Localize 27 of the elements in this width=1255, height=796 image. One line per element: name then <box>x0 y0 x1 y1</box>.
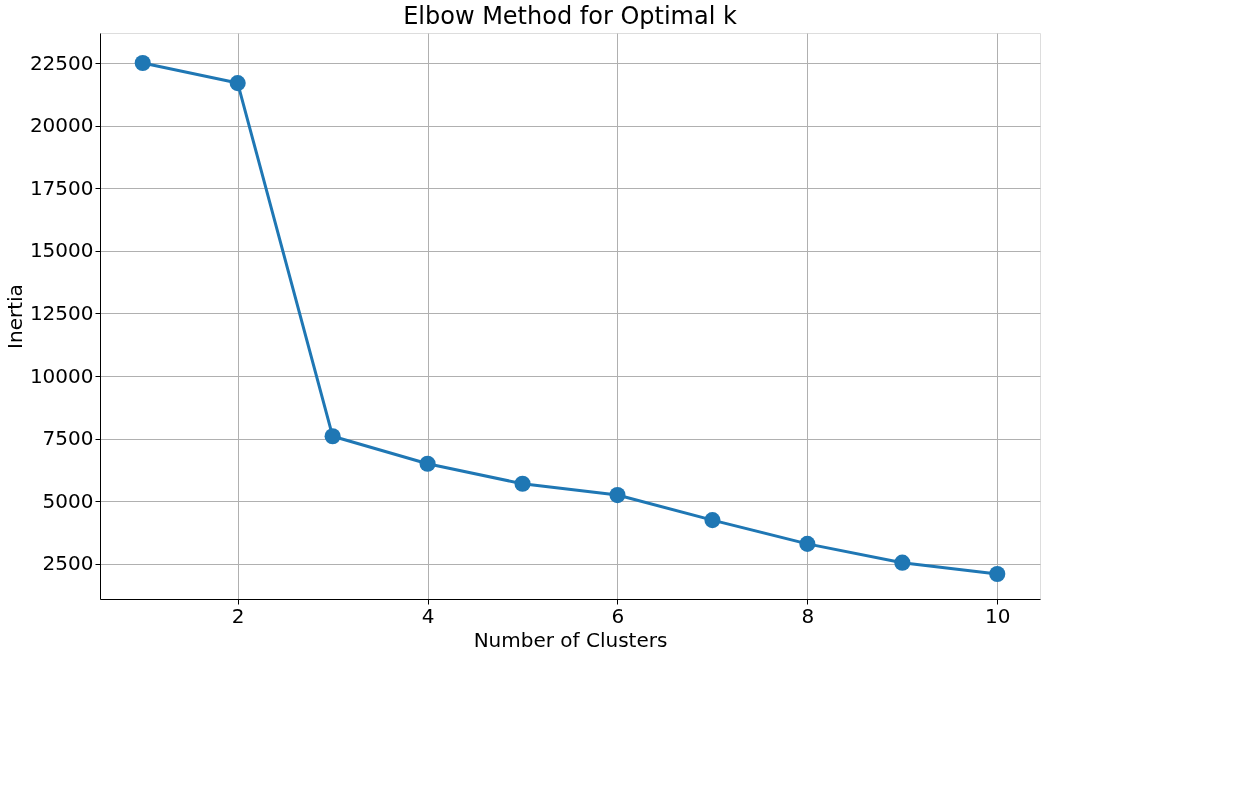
x-tick-label: 8 <box>801 603 815 628</box>
point <box>324 428 341 445</box>
point <box>704 512 721 529</box>
y-tick-label: 20000 <box>29 113 94 138</box>
point <box>134 55 151 72</box>
x-tick-label: 2 <box>231 603 245 628</box>
x-tick-label: 6 <box>611 603 625 628</box>
point <box>419 455 436 472</box>
x-axis-title: Number of Clusters <box>473 627 668 652</box>
y-tick-label: 2500 <box>42 551 94 576</box>
point <box>609 487 626 504</box>
y-tick-label: 12500 <box>29 301 94 325</box>
y-tick-label: 5000 <box>42 488 94 513</box>
y-tick-label: 15000 <box>29 238 94 263</box>
y-axis-title: Inertia <box>2 284 27 349</box>
point <box>514 475 531 492</box>
chart-title: Elbow Method for Optimal k <box>403 2 737 30</box>
point <box>799 535 816 552</box>
point <box>989 565 1006 582</box>
x-tick-label: 10 <box>985 603 1011 628</box>
y-tick-label: 7500 <box>42 426 94 451</box>
y-tick-label: 22500 <box>29 50 94 75</box>
point <box>229 75 246 92</box>
y-tick-label: 17500 <box>29 175 94 200</box>
x-tick-label: 4 <box>421 603 435 628</box>
y-tick-label: 10000 <box>29 363 94 388</box>
point <box>894 554 911 571</box>
